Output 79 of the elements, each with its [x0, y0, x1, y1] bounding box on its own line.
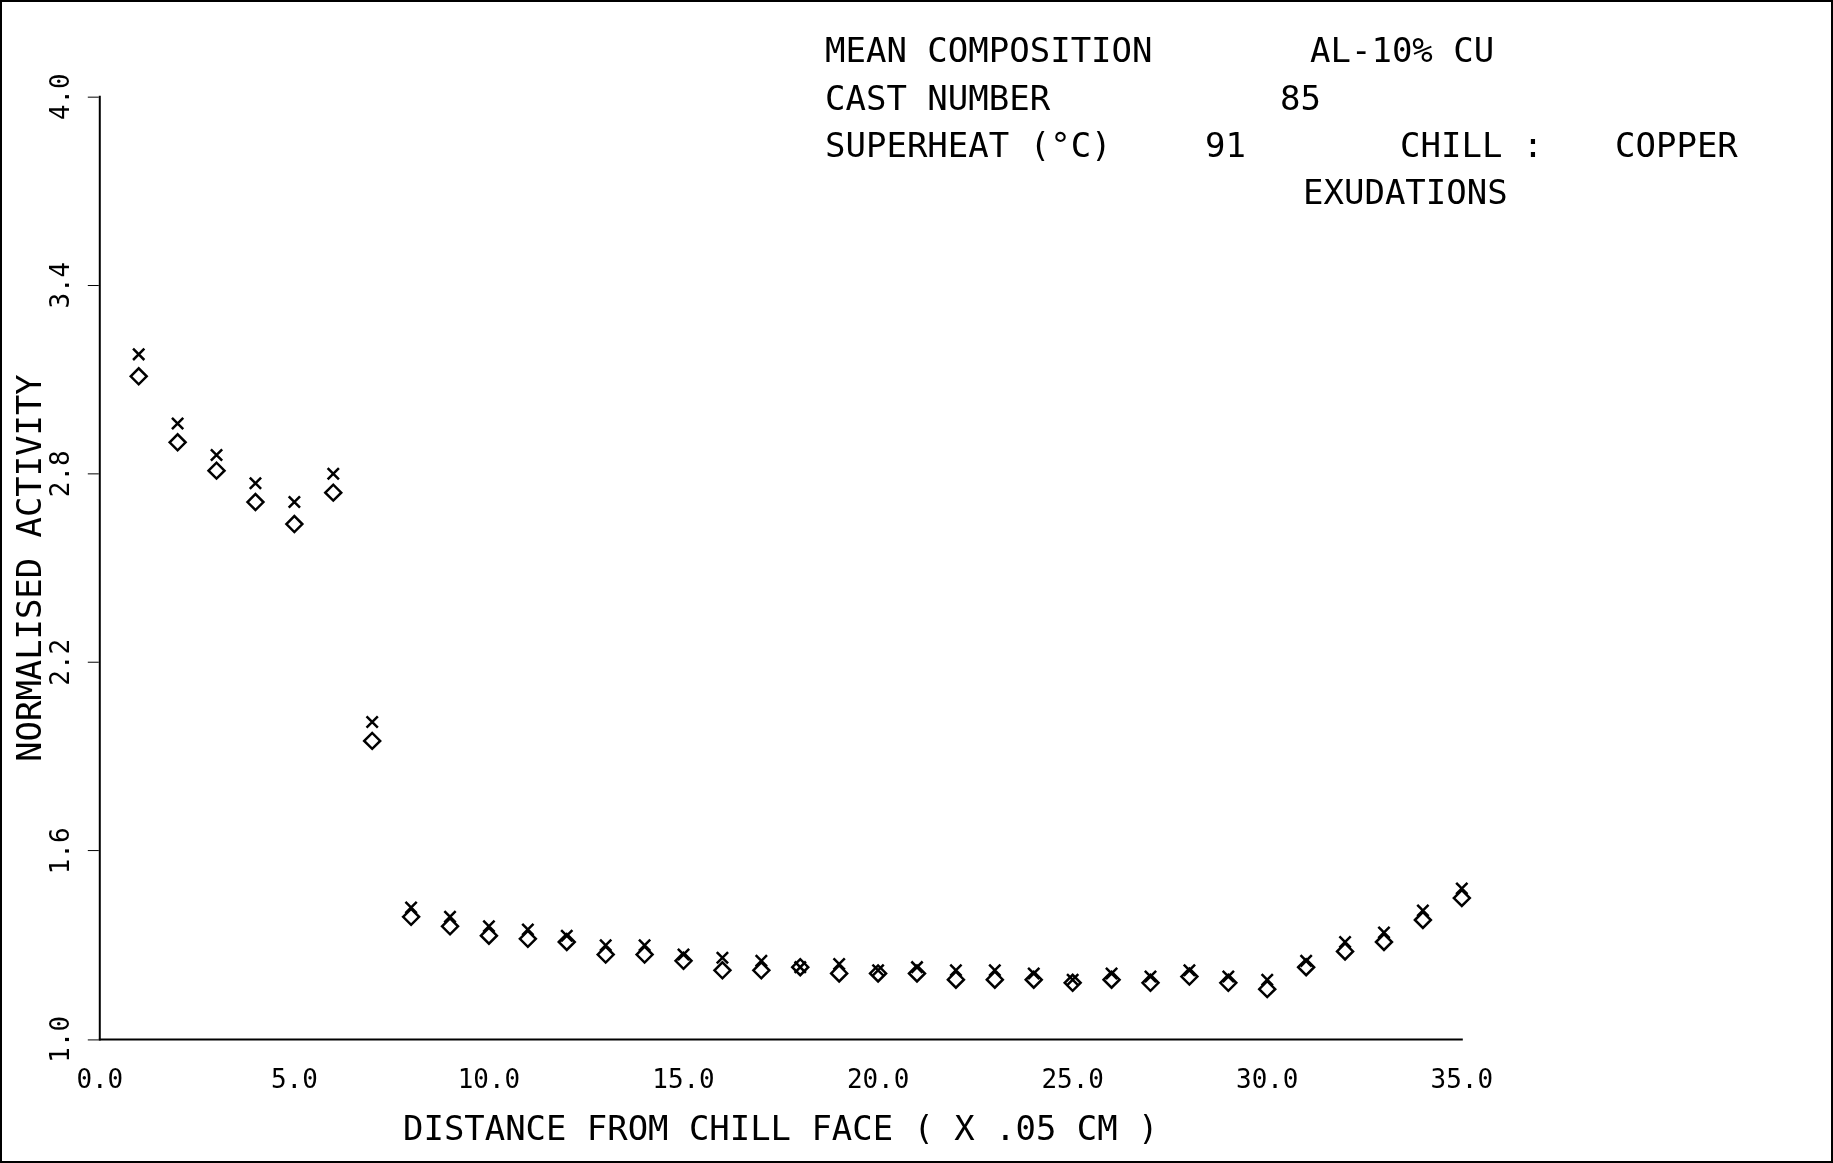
point — [1180, 967, 1199, 986]
point — [1377, 925, 1391, 940]
point — [440, 917, 460, 936]
x-tick-label: 15.0 — [652, 1063, 715, 1094]
point — [518, 929, 538, 949]
point — [362, 731, 382, 751]
point — [129, 367, 148, 386]
point — [131, 347, 146, 362]
point — [752, 961, 771, 980]
point — [987, 963, 1002, 978]
point — [1219, 973, 1238, 993]
x-tick-label: 20.0 — [846, 1063, 910, 1094]
point — [443, 909, 457, 924]
point — [715, 950, 730, 965]
point — [482, 919, 496, 934]
point — [907, 964, 927, 983]
x-axis-title: DISTANCE FROM CHILL FACE ( X .05 CM ) — [403, 1108, 1159, 1148]
x-tick-label: 5.0 — [270, 1063, 318, 1094]
y-tick-label: 3.4 — [45, 261, 76, 309]
point — [1024, 970, 1043, 989]
point — [829, 964, 849, 983]
annotation: CAST NUMBER — [825, 78, 1051, 118]
point — [713, 961, 732, 980]
point — [754, 953, 769, 968]
point — [868, 964, 888, 983]
point — [401, 907, 421, 927]
point — [246, 492, 265, 512]
point — [674, 951, 693, 971]
point — [285, 514, 304, 534]
point — [324, 483, 343, 502]
point — [404, 900, 418, 915]
y-tick-label: 1.6 — [45, 827, 76, 875]
annotation: CHILL : — [1400, 125, 1544, 165]
annotation: 91 — [1205, 125, 1246, 165]
text: AL-10% CU — [1310, 30, 1495, 70]
point — [1413, 910, 1433, 930]
point — [949, 963, 963, 978]
annotation: EXUDATIONS — [1303, 172, 1508, 212]
text: COPPER — [1615, 125, 1738, 165]
point — [1452, 888, 1472, 908]
x-tick-label: 30.0 — [1236, 1063, 1299, 1094]
point — [479, 926, 499, 945]
point — [557, 932, 576, 952]
point — [1454, 881, 1469, 896]
point — [946, 970, 966, 989]
point — [287, 495, 302, 509]
y-tick-label: 1.0 — [45, 1016, 76, 1063]
x-tick-label: 35.0 — [1430, 1063, 1494, 1094]
point — [209, 448, 224, 462]
x-tick-label: 25.0 — [1041, 1063, 1104, 1094]
point — [520, 922, 535, 937]
annotation: SUPERHEAT (°C) — [825, 125, 1112, 165]
point — [326, 466, 341, 481]
point — [832, 957, 847, 971]
text: MEAN COMPOSITION — [825, 30, 1153, 70]
point — [1102, 970, 1121, 989]
point — [1338, 935, 1352, 949]
annotation: 85 — [1280, 78, 1321, 118]
point — [1374, 932, 1394, 952]
x-tick-label: 10.0 — [457, 1063, 521, 1094]
point — [248, 476, 263, 491]
point — [1416, 903, 1430, 918]
point — [598, 938, 613, 953]
point — [1063, 973, 1082, 993]
y-tick-label: 4.0 — [45, 73, 76, 121]
point — [1260, 972, 1275, 987]
point — [1335, 942, 1355, 961]
point — [170, 416, 185, 431]
point — [207, 461, 226, 480]
point — [365, 715, 380, 729]
point — [1258, 979, 1277, 999]
point — [637, 938, 652, 953]
point — [985, 970, 1005, 989]
point — [168, 433, 187, 452]
point — [635, 945, 654, 964]
point — [1296, 957, 1316, 977]
x-tick-label: 0.0 — [76, 1063, 124, 1094]
point — [1141, 973, 1160, 993]
point — [596, 945, 615, 964]
